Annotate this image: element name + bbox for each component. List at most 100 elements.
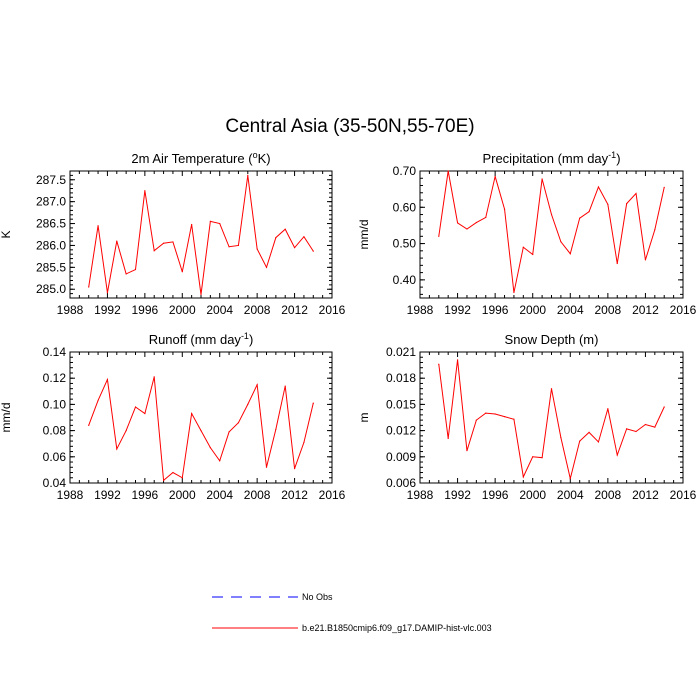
x-tick-label: 2004 [206, 303, 233, 317]
data-point [237, 422, 240, 424]
data-point [303, 236, 305, 238]
x-tick-label: 2016 [670, 488, 697, 502]
data-point [579, 440, 581, 442]
x-tick-label: 2000 [169, 303, 196, 317]
data-point [579, 217, 581, 219]
x-tick-label: 2000 [519, 488, 546, 502]
data-point [494, 175, 496, 178]
x-tick-label: 2004 [557, 488, 584, 502]
panel-4: 1988 1992 1996 2000 2004 2008 2012 2016 0.006 0.0… [357, 332, 697, 502]
panel-title-suffix: ) [616, 151, 620, 166]
data-point [265, 466, 268, 468]
x-tick-label: 1988 [407, 488, 434, 502]
panel-3: 1988 1992 1996 2000 2004 2008 2012 2016 0.04 0.06… [0, 331, 346, 502]
x-tick-label: 2016 [319, 303, 346, 317]
data-point [200, 293, 202, 296]
data-point [116, 240, 118, 242]
panel-title-superscript: -1 [608, 150, 616, 160]
panel-title: Snow Depth (m) [505, 332, 599, 347]
data-point [144, 412, 146, 415]
x-tick-label: 2012 [281, 303, 308, 317]
data-point [654, 426, 656, 428]
x-tick-label: 2008 [595, 303, 622, 317]
data-point [275, 428, 277, 430]
y-axis-label: mm/d [0, 403, 13, 433]
data-point [209, 220, 211, 222]
panel-title: Runoff (mm day-1) [149, 331, 254, 347]
data-point [475, 221, 477, 224]
data-point [162, 479, 165, 481]
x-tick-label: 2012 [281, 488, 308, 502]
x-tick-label: 1996 [482, 488, 509, 502]
x-tick-label: 2008 [595, 488, 622, 502]
data-point [635, 430, 637, 433]
y-tick-label: 285.0 [36, 282, 66, 296]
data-point [644, 259, 647, 261]
data-point [162, 242, 165, 244]
data-point [106, 378, 109, 381]
y-tick-label: 0.015 [386, 397, 416, 411]
panel-2: 1988 1992 1996 2000 2004 2008 2012 2016 0.40 0.50… [357, 150, 697, 317]
series-line [88, 175, 314, 295]
data-point [88, 286, 90, 288]
data-point [228, 246, 230, 248]
data-point [654, 229, 656, 231]
legend-label-1: No Obs [302, 592, 333, 602]
data-point [522, 476, 524, 478]
data-point [541, 457, 543, 459]
data-point [172, 471, 174, 474]
panel-title-suffix: K) [258, 151, 271, 166]
x-tick-label: 2000 [519, 303, 546, 317]
y-axis-label: mm/d [357, 220, 371, 250]
y-tick-label: 0.009 [386, 450, 416, 464]
x-tick-label: 2012 [632, 488, 659, 502]
data-point [438, 363, 440, 365]
figure-title: Central Asia (35-50N,55-70E) [225, 116, 475, 137]
data-point [475, 419, 477, 421]
x-tick-label: 2012 [632, 303, 659, 317]
data-point [200, 430, 202, 432]
data-point [532, 456, 534, 458]
panel-title: Precipitation (mm day-1) [482, 150, 620, 166]
y-tick-label: 0.06 [43, 450, 67, 464]
data-point [560, 241, 562, 243]
data-point [181, 271, 183, 273]
data-point [256, 248, 258, 250]
data-point [616, 262, 618, 265]
x-tick-label: 1988 [407, 303, 434, 317]
y-tick-label: 0.08 [43, 424, 67, 438]
data-point [293, 247, 296, 249]
x-tick-label: 1996 [132, 303, 159, 317]
data-point [237, 244, 240, 247]
data-point [456, 359, 459, 361]
x-tick-label: 1992 [94, 488, 121, 502]
y-tick-label: 286.5 [36, 217, 66, 231]
y-tick-label: 286.0 [36, 238, 66, 252]
y-tick-label: 0.04 [43, 476, 67, 490]
panel-title-text: Precipitation (mm day [482, 151, 608, 166]
data-point [485, 412, 487, 414]
y-tick-label: 287.5 [36, 173, 66, 187]
data-point [569, 478, 571, 480]
data-point [265, 266, 268, 268]
y-axis-label: m [357, 413, 371, 423]
data-point [312, 402, 314, 404]
x-tick-label: 2008 [244, 488, 271, 502]
data-point [153, 376, 155, 378]
panel-title-text: Runoff (mm day [149, 332, 242, 347]
y-axis-label: K [0, 230, 13, 238]
data-point [219, 460, 221, 462]
y-tick-label: 0.70 [393, 164, 417, 178]
data-point [125, 273, 127, 275]
x-tick-label: 2016 [319, 488, 346, 502]
data-point [607, 408, 609, 410]
data-point [616, 454, 618, 456]
data-point [134, 268, 137, 271]
data-point [456, 222, 459, 224]
y-tick-label: 0.40 [393, 273, 417, 287]
x-tick-label: 1988 [57, 488, 84, 502]
plot-frame [69, 351, 333, 484]
data-point [438, 235, 440, 237]
legend-label-2: b.e21.B1850cmip6.f09_g17.DAMIP-hist-vlc.… [302, 623, 492, 633]
data-point [560, 436, 562, 439]
